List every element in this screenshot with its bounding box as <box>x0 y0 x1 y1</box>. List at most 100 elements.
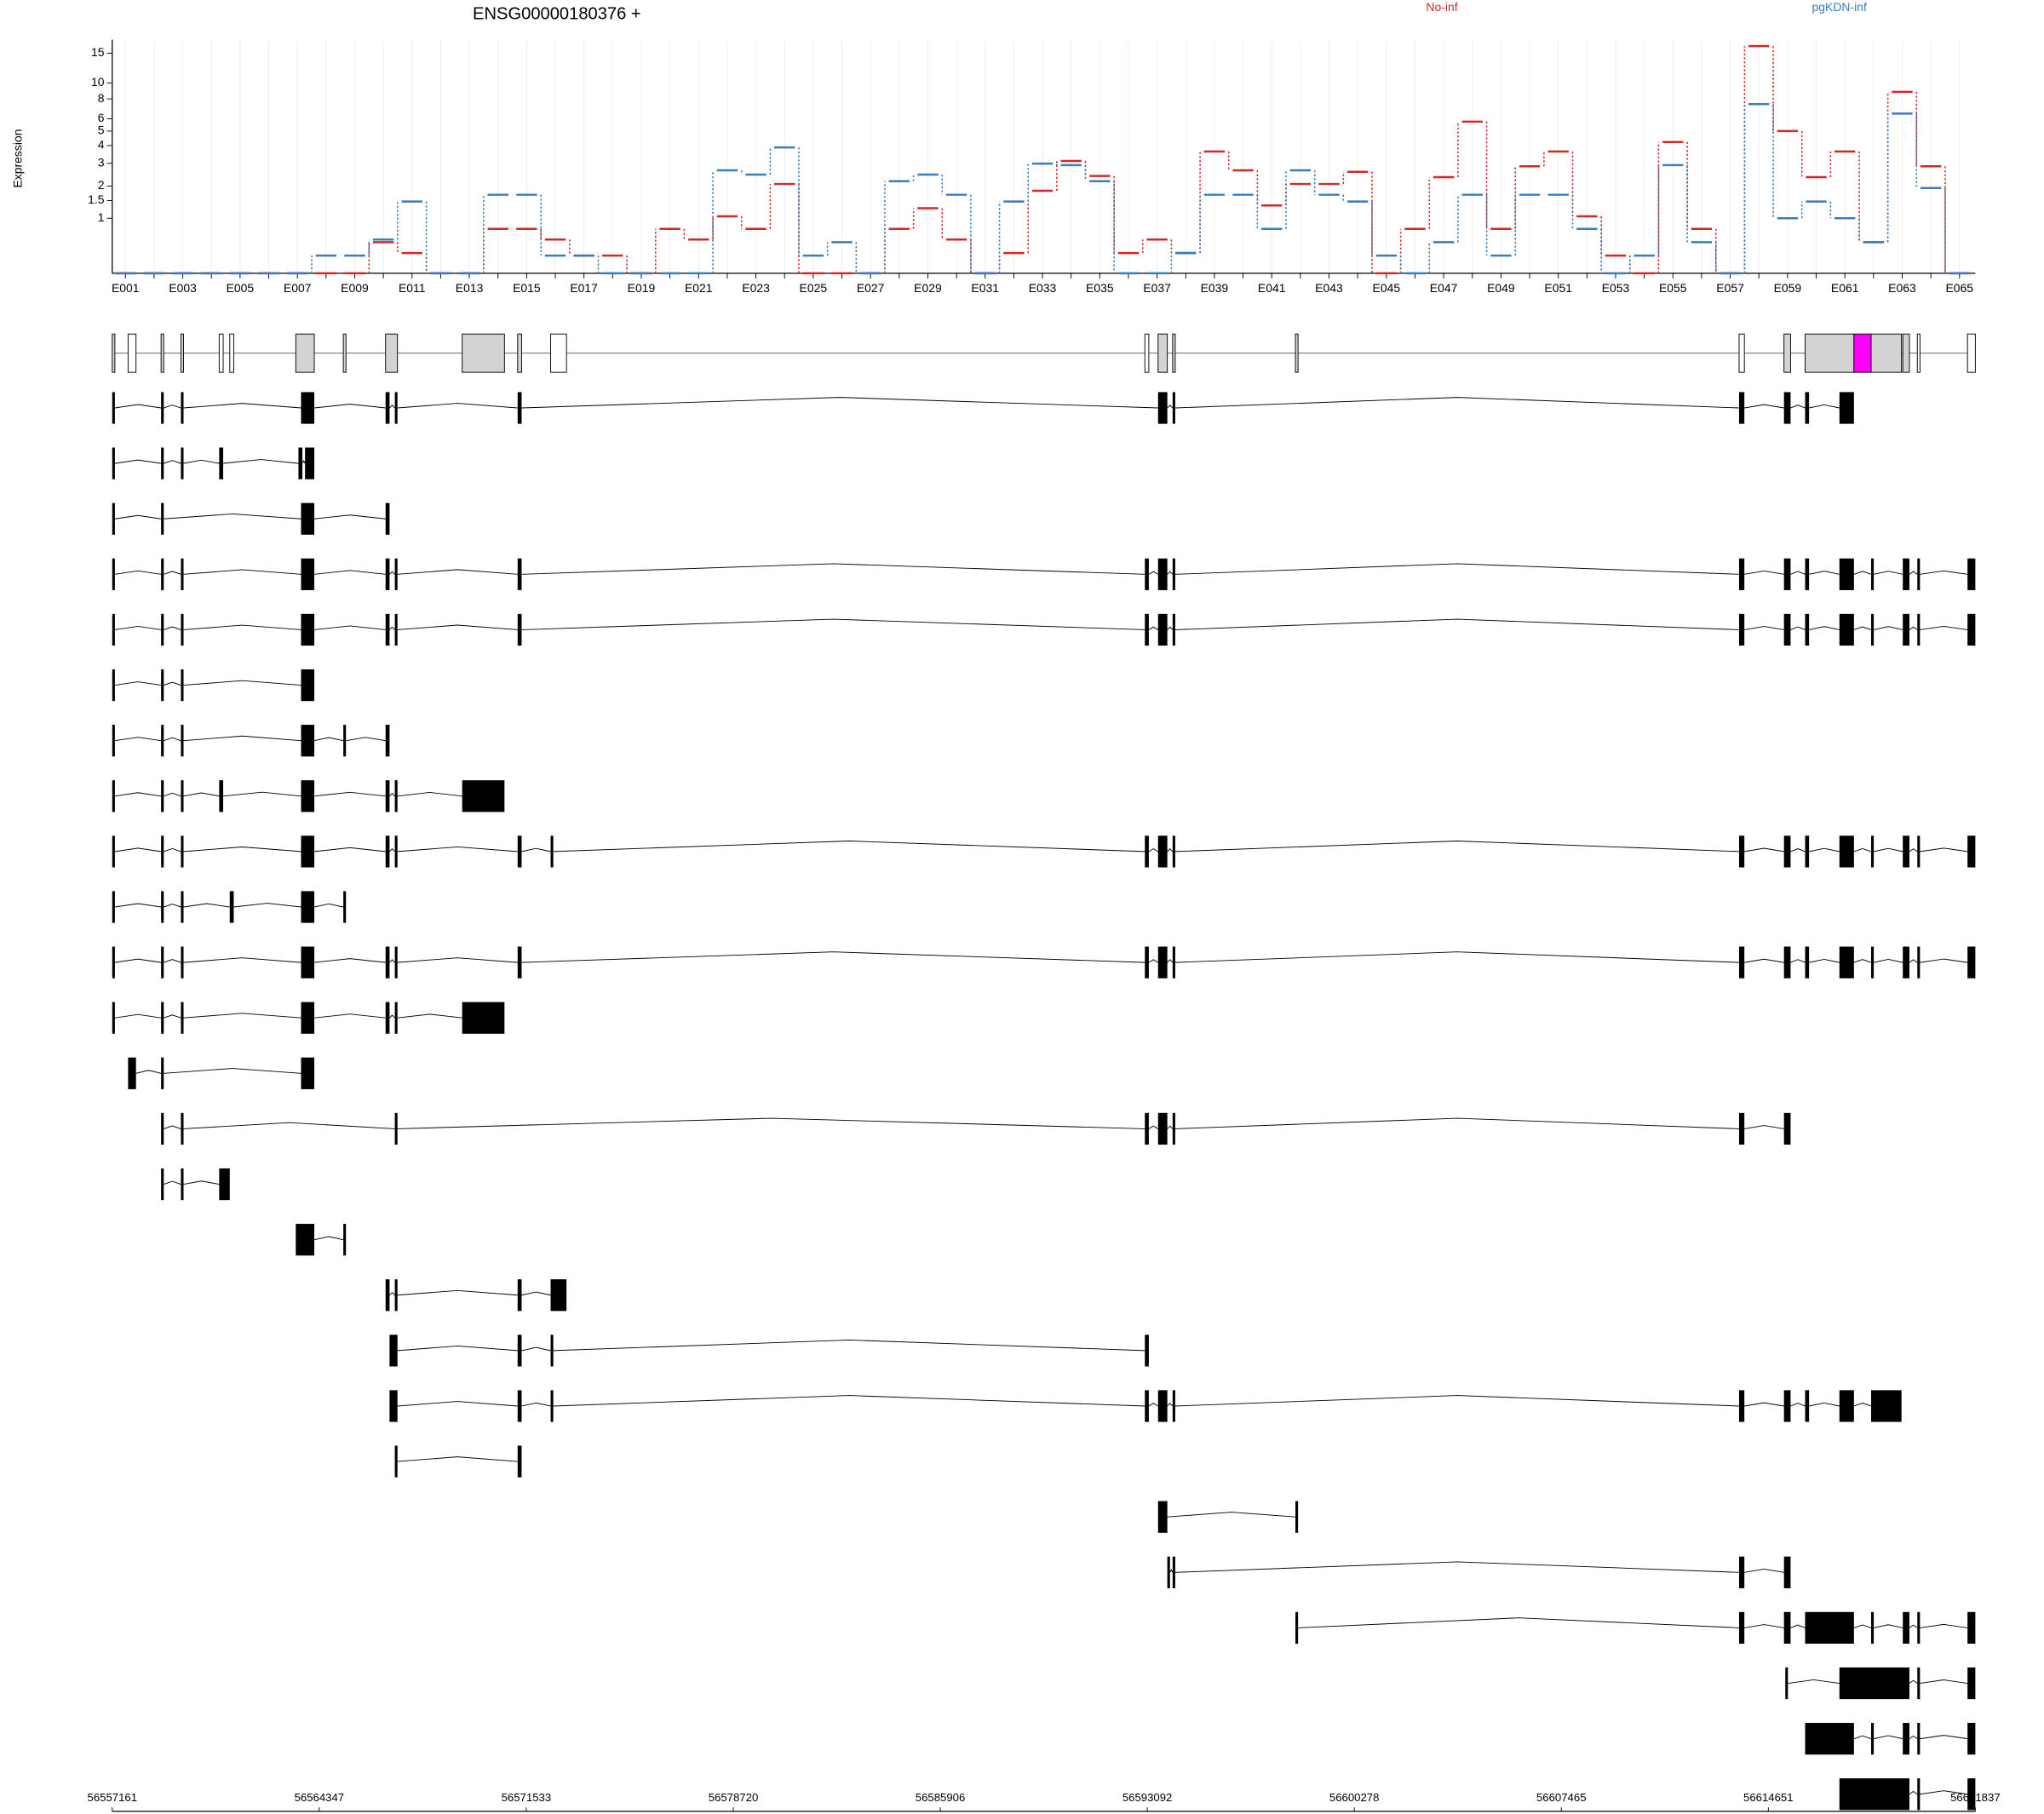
transcript-exon <box>1871 1723 1875 1755</box>
intron <box>313 404 386 409</box>
transcript-exon <box>1157 946 1168 979</box>
transcript-exon <box>389 1335 398 1367</box>
transcript-exon <box>1738 1611 1745 1645</box>
transcript-exon <box>1903 946 1909 979</box>
x-tick-label: E059 <box>1774 281 1802 295</box>
intron <box>1790 1403 1806 1407</box>
intron <box>553 841 1145 852</box>
intron <box>1920 570 1968 575</box>
intron <box>313 514 386 520</box>
intron <box>1909 1624 1918 1628</box>
y-tick-label: 2 <box>98 178 105 192</box>
transcript-exon <box>296 1224 315 1256</box>
intron <box>521 847 551 852</box>
transcript-exon <box>1871 835 1875 868</box>
transcript-exon <box>112 946 115 979</box>
transcript-exon <box>161 1112 164 1145</box>
intron <box>553 1340 1145 1352</box>
intron <box>114 681 162 686</box>
transcript-exon <box>394 1445 398 1478</box>
transcript-exon <box>550 1335 554 1367</box>
transcript-exon <box>301 780 315 812</box>
x-tick-label: E063 <box>1888 281 1916 295</box>
gene-exon <box>1916 333 1921 373</box>
gene-exon <box>229 333 234 373</box>
intron <box>1909 1790 1918 1795</box>
transcript-exon <box>1172 558 1175 590</box>
transcript-exon <box>517 946 522 979</box>
transcript-exon <box>1967 558 1976 590</box>
intron <box>114 570 162 575</box>
x-tick-label: E035 <box>1086 281 1114 295</box>
intron <box>397 1289 518 1296</box>
intron <box>313 847 386 852</box>
gene-exon <box>127 333 137 373</box>
intron <box>1744 404 1784 409</box>
transcript-exon <box>1967 1723 1976 1755</box>
intron <box>1744 1568 1784 1573</box>
intron <box>1853 1735 1872 1740</box>
x-tick-label: E031 <box>971 281 999 295</box>
transcript-exon <box>161 392 164 424</box>
transcript-exon <box>385 725 390 757</box>
x-tick-label: 56614651 <box>1743 1791 1794 1804</box>
transcript-exon <box>301 502 315 535</box>
transcript-exon <box>394 1002 398 1034</box>
transcript-exon <box>219 447 224 479</box>
transcript-exon <box>394 613 398 646</box>
intron <box>164 1180 181 1185</box>
transcript-exon <box>219 1168 230 1201</box>
transcript-exon <box>112 558 115 590</box>
intron <box>313 791 386 797</box>
intron <box>164 571 181 575</box>
transcript-exon <box>112 502 115 535</box>
intron <box>1909 1679 1918 1684</box>
x-tick-label: E011 <box>399 281 426 295</box>
transcript-exon <box>394 946 398 979</box>
transcript-exon <box>1903 835 1909 868</box>
x-tick-label: 56593092 <box>1122 1791 1173 1804</box>
transcript-exon <box>1805 1723 1854 1755</box>
intron <box>1790 848 1806 852</box>
transcript-exon <box>301 1002 315 1034</box>
intron <box>114 737 162 742</box>
intron <box>1874 571 1903 575</box>
transcript-exon <box>1738 613 1745 646</box>
transcript-exon <box>1839 1778 1909 1811</box>
transcript-exon <box>181 891 184 923</box>
gene-exon <box>1295 333 1299 373</box>
x-tick-label: E007 <box>284 281 312 295</box>
intron <box>1148 848 1159 852</box>
x-tick-label: E015 <box>513 281 541 295</box>
intron <box>521 563 1145 575</box>
x-tick-label: E037 <box>1143 281 1171 295</box>
intron <box>397 1401 518 1407</box>
intron <box>1167 405 1174 409</box>
transcript-exon <box>1783 613 1791 646</box>
intron <box>1167 1403 1174 1407</box>
intron <box>1909 959 1918 963</box>
transcript-exon <box>112 891 115 923</box>
transcript-exon <box>181 946 184 979</box>
intron <box>389 792 395 797</box>
intron <box>164 1125 181 1129</box>
intron <box>114 514 162 520</box>
transcript-exon <box>181 392 184 424</box>
intron <box>1174 951 1740 963</box>
intron <box>1174 1395 1740 1407</box>
intron <box>1744 570 1784 575</box>
intron <box>1298 1617 1740 1628</box>
transcript-exon <box>1839 392 1854 424</box>
intron <box>1790 571 1806 575</box>
transcript-exon <box>112 447 115 479</box>
transcript-exon <box>1172 613 1175 646</box>
transcript-exon <box>301 669 315 702</box>
transcript-exon <box>161 558 164 590</box>
intron <box>521 397 1158 409</box>
intron <box>1167 1125 1174 1129</box>
transcript-exon <box>1738 835 1745 868</box>
intron <box>183 1122 395 1129</box>
transcript-exon <box>1295 1611 1299 1645</box>
transcript-exon <box>394 558 398 590</box>
x-tick-label: E009 <box>341 281 369 295</box>
